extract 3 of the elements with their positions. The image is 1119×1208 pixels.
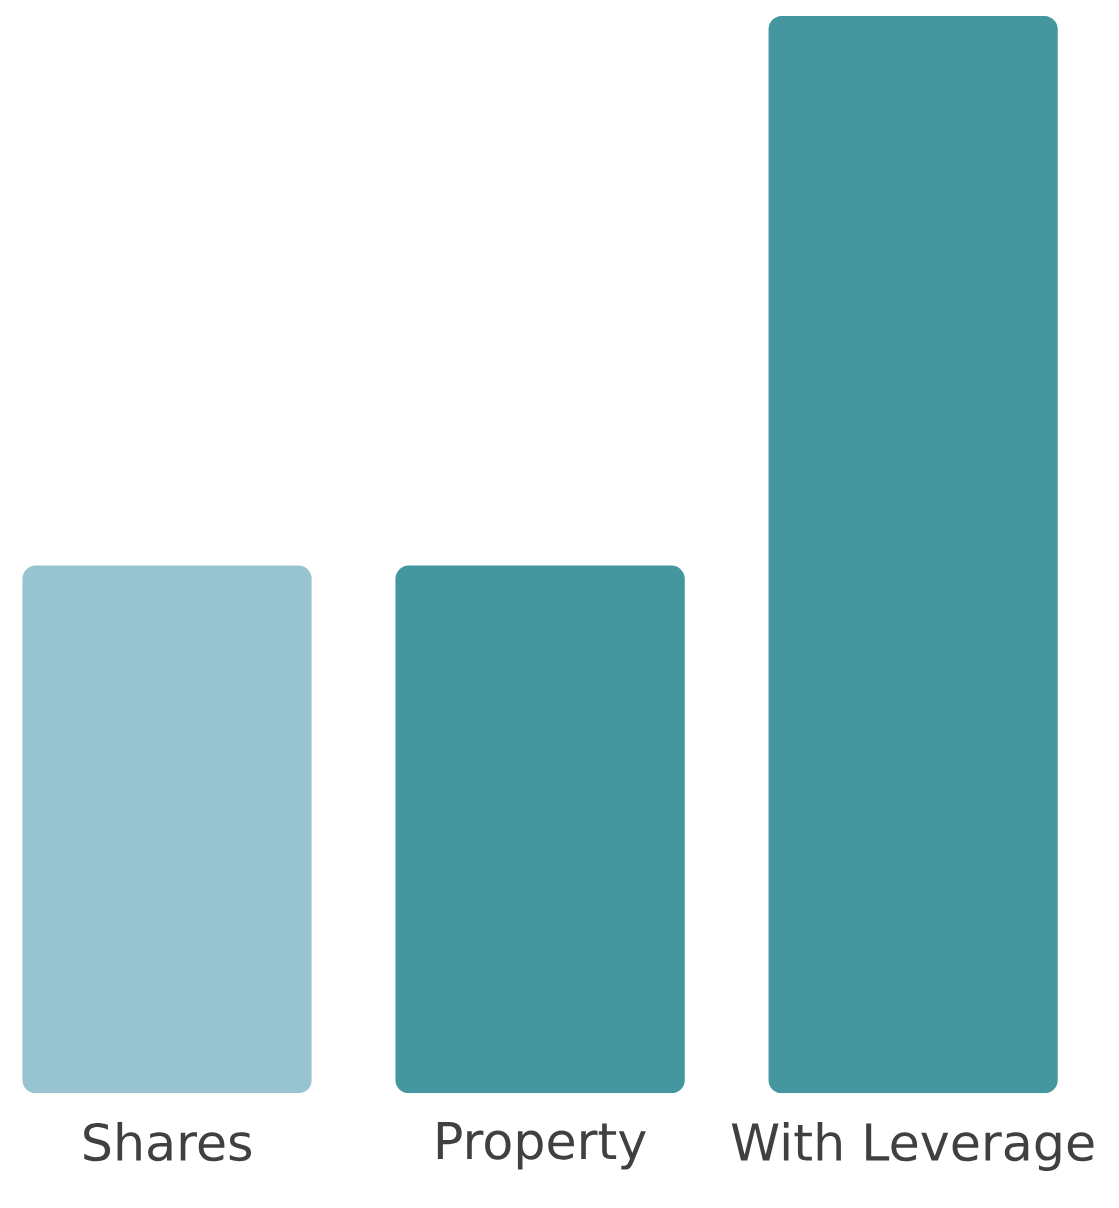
x-tick-label: Property: [437, 1122, 646, 1170]
x-tick-label: With Leverage: [731, 1122, 1094, 1172]
x-tick-label: Shares: [83, 1122, 251, 1162]
